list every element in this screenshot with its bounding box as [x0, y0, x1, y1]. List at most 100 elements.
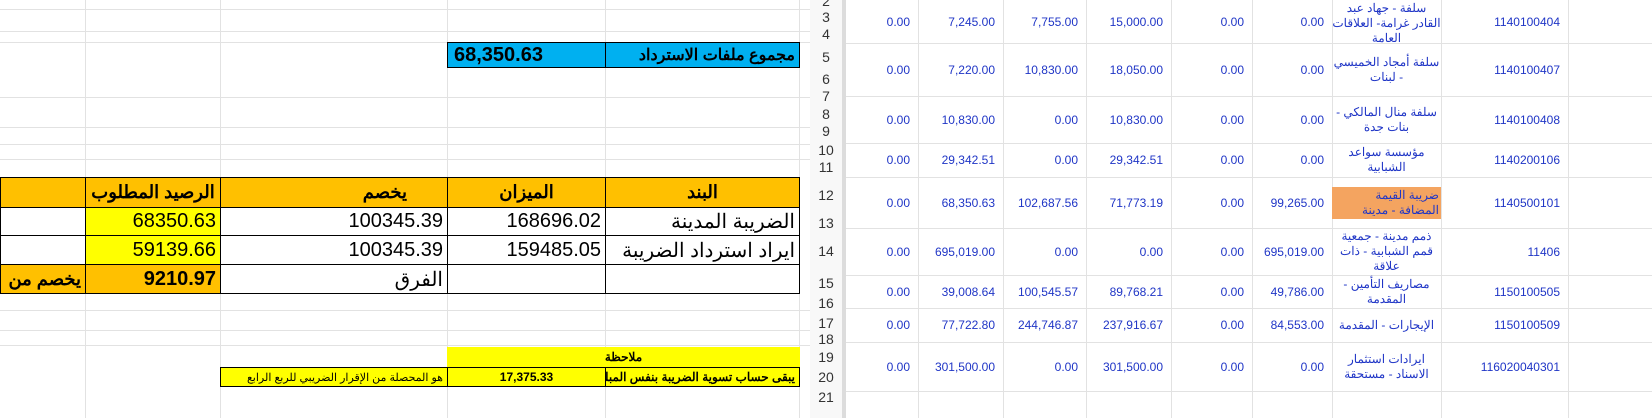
account-cell[interactable]: 0.00: [1139, 244, 1163, 259]
note-amount[interactable]: 17,375.33: [447, 367, 606, 387]
account-cell[interactable]: 0.00: [1054, 244, 1078, 259]
row2-item[interactable]: ايراد استرداد الضريبة: [605, 235, 800, 265]
account-code[interactable]: 1140100408: [1494, 112, 1560, 127]
account-cell[interactable]: 0.00: [886, 112, 910, 127]
account-cell[interactable]: 0.00: [1220, 112, 1244, 127]
row-number[interactable]: 16: [818, 295, 834, 311]
account-code[interactable]: 11406: [1527, 244, 1560, 259]
account-cell[interactable]: 0.00: [1300, 14, 1324, 29]
account-code[interactable]: 1140500101: [1494, 195, 1560, 210]
row-number[interactable]: 7: [822, 88, 830, 104]
summary-value[interactable]: 68,350.63: [447, 42, 606, 68]
row1-cut-cell[interactable]: [0, 207, 86, 236]
row1-item[interactable]: الضريبة المدينة: [605, 207, 800, 236]
account-cell[interactable]: 10,830.00: [1109, 112, 1163, 127]
account-cell[interactable]: 39,008.64: [941, 284, 995, 299]
row-number[interactable]: 21: [818, 389, 834, 405]
diff-cut-text[interactable]: يخصم من: [0, 264, 86, 294]
account-cell[interactable]: 0.00: [1300, 359, 1324, 374]
row-number[interactable]: 13: [818, 215, 834, 231]
account-cell[interactable]: 0.00: [1220, 195, 1244, 210]
account-code[interactable]: 1140200106: [1494, 153, 1560, 167]
row1-balance[interactable]: 168696.02: [447, 207, 606, 236]
row-number[interactable]: 6: [822, 71, 830, 87]
account-cell[interactable]: 10,830.00: [1024, 62, 1078, 77]
account-name[interactable]: سلفة - جهاد عبد القادر غرامة- العلاقات ا…: [1332, 1, 1441, 43]
row2-cut-cell[interactable]: [0, 235, 86, 265]
account-name-highlighted[interactable]: ضريبة القيمة المضافة - مدينة: [1332, 177, 1441, 228]
account-name[interactable]: مؤسسة سواعد الشبابية: [1348, 145, 1425, 174]
account-cell[interactable]: 301,500.00: [1102, 359, 1163, 374]
account-name[interactable]: ايرادات استثمار الاسناد - مستحقة: [1344, 351, 1429, 381]
row-number[interactable]: 12: [818, 187, 834, 203]
account-cell[interactable]: 71,773.19: [1109, 195, 1163, 210]
account-cell[interactable]: 89,768.21: [1109, 284, 1163, 299]
account-cell[interactable]: 7,755.00: [1031, 14, 1078, 29]
account-cell[interactable]: 695,019.00: [934, 244, 995, 259]
note-text2[interactable]: هو المحصلة من الإقرار الضريبي للربع الرا…: [220, 367, 448, 387]
account-cell[interactable]: 0.00: [1220, 318, 1244, 332]
account-cell[interactable]: 84,553.00: [1270, 318, 1324, 332]
account-cell[interactable]: 15,000.00: [1109, 14, 1163, 29]
account-cell[interactable]: 7,245.00: [948, 14, 995, 29]
account-cell[interactable]: 49,786.00: [1270, 284, 1324, 299]
account-name[interactable]: سلفة أمجاد الخميسي - لبنات: [1333, 54, 1440, 84]
row-number[interactable]: 14: [818, 243, 834, 259]
header-balance[interactable]: الميزان: [447, 177, 606, 208]
account-cell[interactable]: 0.00: [1054, 153, 1078, 167]
account-cell[interactable]: 99,265.00: [1270, 195, 1324, 210]
diff-value[interactable]: 9210.97: [85, 264, 221, 294]
row-number[interactable]: 9: [822, 123, 830, 139]
left-sheet-pane[interactable]: 68,350.63 مجموع ملفات الاسترداد الرصيد ا…: [0, 0, 810, 418]
account-name[interactable]: سلفة منال المالكي - بنات جدة: [1336, 104, 1437, 134]
note-text1[interactable]: يبقى حساب تسوية الضريبة بنفس المبلغ: [605, 367, 800, 387]
account-cell[interactable]: 0.00: [886, 244, 910, 259]
account-cell[interactable]: 0.00: [1300, 153, 1324, 167]
note-title[interactable]: ملاحظة: [447, 347, 800, 367]
account-cell[interactable]: 0.00: [1300, 62, 1324, 77]
account-cell[interactable]: 695,019.00: [1263, 244, 1324, 259]
account-cell[interactable]: 10,830.00: [941, 112, 995, 127]
account-cell[interactable]: 29,342.51: [941, 153, 995, 167]
row-number[interactable]: 19: [818, 349, 834, 365]
account-cell[interactable]: 68,350.63: [941, 195, 995, 210]
account-cell[interactable]: 0.00: [1220, 62, 1244, 77]
account-name[interactable]: مصاريف التأمين - المقدمة: [1343, 276, 1430, 306]
account-cell[interactable]: 0.00: [886, 359, 910, 374]
account-cell[interactable]: 18,050.00: [1109, 62, 1163, 77]
account-cell[interactable]: 0.00: [886, 153, 910, 167]
row-number[interactable]: 10: [818, 142, 834, 158]
account-cell[interactable]: 0.00: [1220, 244, 1244, 259]
account-cell[interactable]: 0.00: [886, 318, 910, 332]
account-cell[interactable]: 0.00: [1054, 359, 1078, 374]
account-code[interactable]: 1140100404: [1494, 14, 1560, 29]
account-name[interactable]: الإيجارات - المقدمة: [1338, 317, 1435, 332]
row-number[interactable]: 2: [822, 0, 830, 9]
account-cell[interactable]: 237,916.67: [1102, 318, 1163, 332]
account-cell[interactable]: 0.00: [1220, 153, 1244, 167]
account-cell[interactable]: 0.00: [1220, 359, 1244, 374]
account-code[interactable]: 1150100505: [1494, 284, 1560, 299]
pane-separator[interactable]: [842, 0, 846, 418]
header-deduct[interactable]: يخصم: [220, 177, 448, 208]
account-cell[interactable]: 0.00: [1220, 284, 1244, 299]
right-sheet-pane[interactable]: 0.00 7,245.00 7,755.00 15,000.00 0.00 0.…: [846, 0, 1652, 418]
header-required[interactable]: الرصيد المطلوب: [85, 177, 221, 208]
row-number[interactable]: 18: [818, 331, 834, 347]
diff-label[interactable]: الفرق: [220, 264, 448, 294]
account-cell[interactable]: 244,746.87: [1017, 318, 1078, 332]
row1-required[interactable]: 68350.63: [85, 207, 221, 236]
account-cell[interactable]: 0.00: [1300, 112, 1324, 127]
row-number[interactable]: 5: [822, 49, 830, 65]
row-number[interactable]: 4: [822, 26, 830, 42]
row-number[interactable]: 20: [818, 369, 834, 385]
row-number[interactable]: 17: [818, 315, 834, 331]
row2-balance[interactable]: 159485.05: [447, 235, 606, 265]
row-number[interactable]: 15: [818, 275, 834, 291]
row2-deduct[interactable]: 100345.39: [220, 235, 448, 265]
account-cell[interactable]: 0.00: [1054, 112, 1078, 127]
account-code[interactable]: 1140100407: [1494, 62, 1560, 77]
row-number[interactable]: 11: [818, 159, 834, 175]
account-cell[interactable]: 29,342.51: [1109, 153, 1163, 167]
account-name[interactable]: ذمم مدينة - جمعية قمم الشبابية - ذات علا…: [1340, 229, 1433, 273]
